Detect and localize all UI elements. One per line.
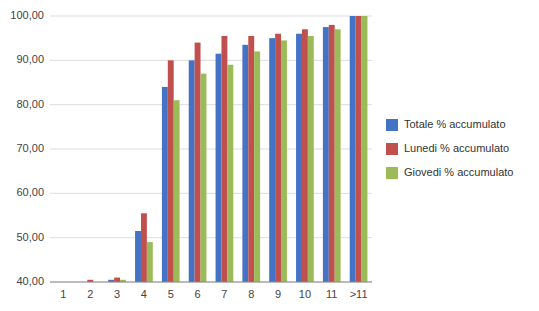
x-tick-label: 10 bbox=[299, 288, 311, 300]
bars bbox=[55, 16, 368, 282]
bar bbox=[135, 231, 141, 282]
bar bbox=[362, 16, 368, 282]
x-tick-label: 4 bbox=[141, 288, 147, 300]
bar bbox=[227, 65, 233, 282]
legend-swatch bbox=[386, 119, 398, 131]
bar bbox=[201, 74, 207, 282]
bar bbox=[308, 36, 314, 282]
y-tick-label: 90,00 bbox=[16, 53, 44, 65]
bar bbox=[248, 36, 254, 282]
y-tick-label: 80,00 bbox=[16, 98, 44, 110]
x-tick-label: 5 bbox=[168, 288, 174, 300]
bar bbox=[254, 51, 260, 282]
x-tick-label: 2 bbox=[87, 288, 93, 300]
bar bbox=[269, 38, 275, 282]
page: {"chart_data": {"type": "bar", "categori… bbox=[0, 0, 539, 311]
bar bbox=[114, 278, 120, 282]
x-tick-label: >11 bbox=[350, 288, 368, 300]
bar bbox=[329, 25, 335, 282]
x-axis-line bbox=[50, 282, 372, 283]
legend-swatch bbox=[386, 143, 398, 155]
x-tick-label: 8 bbox=[248, 288, 254, 300]
y-tick-label: 70,00 bbox=[16, 142, 44, 154]
legend-label: Giovedi % accumulato bbox=[404, 166, 513, 178]
x-tick-label: 11 bbox=[326, 288, 337, 300]
legend-swatch bbox=[386, 167, 398, 179]
grid-line bbox=[50, 282, 372, 283]
bar bbox=[162, 87, 168, 282]
legend-label: Totale % accumulato bbox=[404, 118, 506, 130]
grid-line bbox=[50, 16, 372, 17]
bar bbox=[350, 16, 356, 282]
x-tick-label: 7 bbox=[221, 288, 227, 300]
y-tick-label: 100,00 bbox=[10, 9, 44, 21]
x-tick-label: 6 bbox=[195, 288, 201, 300]
bar bbox=[189, 60, 195, 282]
y-tick-label: 60,00 bbox=[16, 186, 44, 198]
legend: Totale % accumulato Lunedi % accumulato Gi… bbox=[386, 118, 513, 179]
x-tick-label: 1 bbox=[60, 288, 66, 300]
bar bbox=[141, 213, 147, 282]
bar bbox=[216, 54, 222, 282]
x-tick-label: 9 bbox=[275, 288, 281, 300]
bar bbox=[323, 27, 329, 282]
chart: 40,00 50,00 60,00 70,00 80,00 90,00 100,00 1 2 3 4… bbox=[0, 0, 539, 311]
bar bbox=[275, 34, 281, 282]
bar bbox=[242, 45, 248, 282]
x-tick-label: 3 bbox=[114, 288, 120, 300]
bar bbox=[147, 242, 153, 282]
y-tick-label: 50,00 bbox=[16, 231, 44, 243]
legend-label: Lunedi % accumulato bbox=[404, 142, 509, 154]
bar bbox=[168, 60, 174, 282]
bar bbox=[281, 40, 287, 282]
bar bbox=[356, 16, 362, 282]
bar bbox=[335, 29, 341, 282]
bar bbox=[296, 34, 302, 282]
bar bbox=[221, 36, 227, 282]
y-tick-label: 40,00 bbox=[16, 275, 44, 287]
bar bbox=[195, 43, 201, 282]
bar bbox=[174, 100, 180, 282]
bar bbox=[302, 29, 308, 282]
